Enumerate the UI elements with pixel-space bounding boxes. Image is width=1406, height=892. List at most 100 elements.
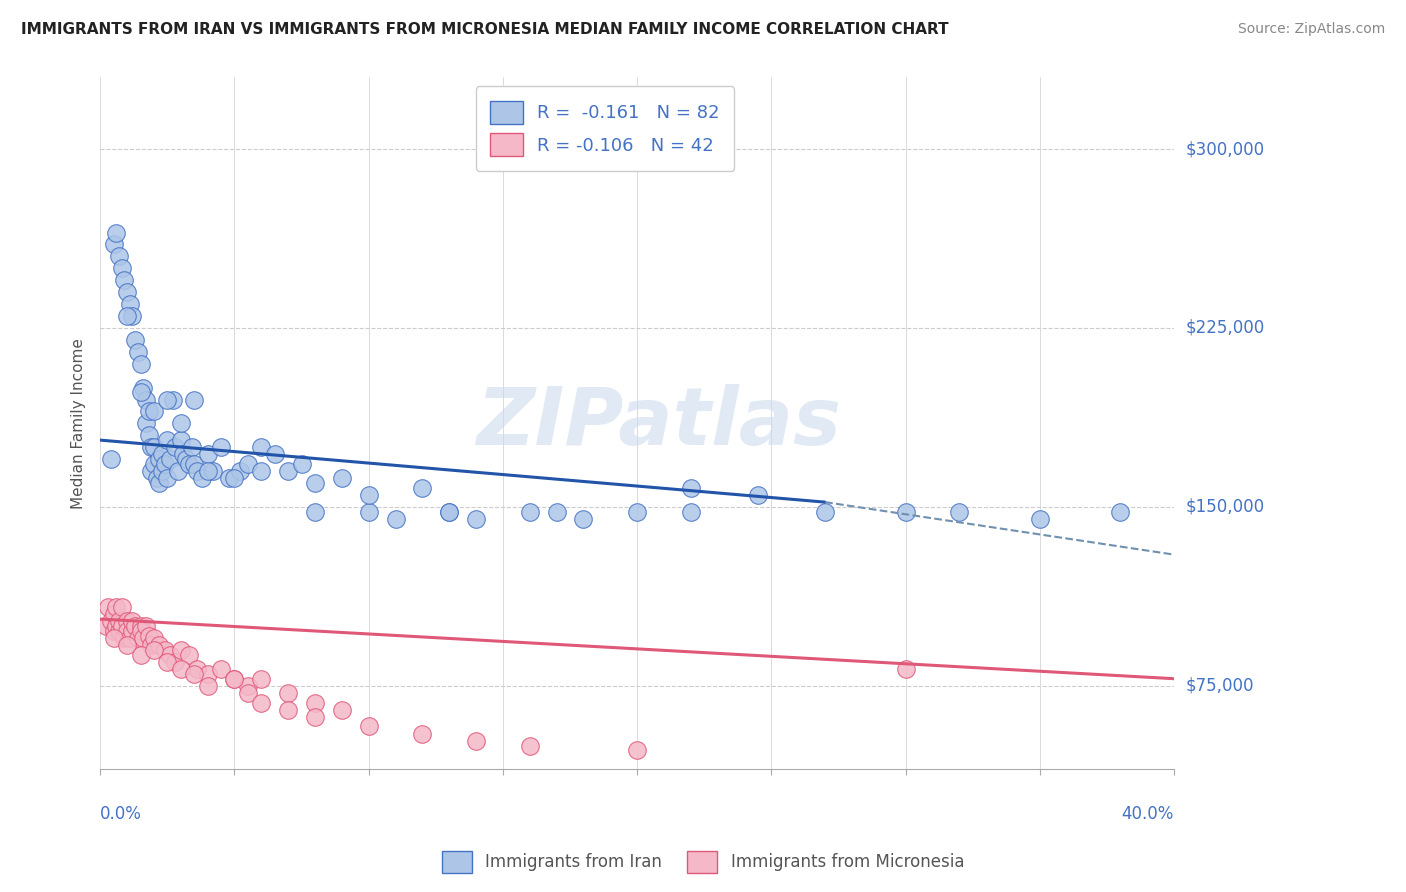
Point: [156, 433, 179, 447]
Point: [174, 452, 197, 467]
Point: [115, 624, 138, 638]
Point: [97, 600, 120, 615]
Point: [572, 512, 595, 526]
Point: [277, 464, 299, 478]
Point: [143, 404, 166, 418]
Point: [121, 309, 143, 323]
Text: $300,000: $300,000: [1185, 140, 1264, 158]
Text: ZIPatlas: ZIPatlas: [477, 384, 841, 462]
Legend: R =  -0.161   N = 82, R = -0.106   N = 42: R = -0.161 N = 82, R = -0.106 N = 42: [475, 87, 734, 170]
Point: [236, 457, 259, 471]
Text: $150,000: $150,000: [1185, 498, 1264, 516]
Point: [186, 464, 208, 478]
Point: [277, 703, 299, 717]
Point: [679, 505, 702, 519]
Point: [148, 638, 170, 652]
Point: [439, 505, 461, 519]
Point: [330, 471, 353, 485]
Point: [1109, 505, 1132, 519]
Point: [186, 662, 208, 676]
Point: [304, 710, 326, 724]
Point: [357, 488, 380, 502]
Point: [105, 226, 128, 240]
Point: [330, 703, 353, 717]
Point: [894, 505, 917, 519]
Point: [138, 629, 160, 643]
Point: [141, 440, 163, 454]
Point: [626, 743, 648, 757]
Point: [197, 447, 219, 461]
Point: [411, 481, 433, 495]
Point: [1029, 512, 1052, 526]
Point: [277, 686, 299, 700]
Point: [138, 404, 160, 418]
Point: [141, 464, 163, 478]
Point: [519, 505, 541, 519]
Point: [180, 440, 202, 454]
Point: [153, 643, 176, 657]
Point: [250, 464, 273, 478]
Point: [150, 464, 173, 478]
Point: [209, 662, 232, 676]
Point: [162, 392, 184, 407]
Point: [124, 333, 146, 347]
Point: [108, 249, 131, 263]
Point: [156, 392, 179, 407]
Point: [183, 392, 205, 407]
Legend: Immigrants from Iran, Immigrants from Micronesia: Immigrants from Iran, Immigrants from Mi…: [436, 845, 970, 880]
Point: [143, 631, 166, 645]
Point: [127, 631, 149, 645]
Point: [129, 357, 152, 371]
Point: [465, 512, 488, 526]
Point: [250, 440, 273, 454]
Point: [183, 667, 205, 681]
Point: [132, 631, 155, 645]
Point: [135, 619, 157, 633]
Point: [129, 624, 152, 638]
Point: [626, 505, 648, 519]
Text: 40.0%: 40.0%: [1122, 805, 1174, 823]
Point: [304, 696, 326, 710]
Point: [209, 440, 232, 454]
Point: [135, 392, 157, 407]
Point: [132, 381, 155, 395]
Point: [112, 273, 135, 287]
Point: [143, 457, 166, 471]
Point: [153, 457, 176, 471]
Point: [546, 505, 568, 519]
Point: [170, 433, 193, 447]
Point: [135, 417, 157, 431]
Point: [115, 638, 138, 652]
Point: [170, 417, 193, 431]
Point: [103, 237, 125, 252]
Point: [236, 686, 259, 700]
Point: [250, 672, 273, 686]
Point: [519, 739, 541, 753]
Point: [103, 624, 125, 638]
Point: [105, 600, 128, 615]
Point: [148, 452, 170, 467]
Point: [465, 733, 488, 747]
Point: [165, 440, 187, 454]
Point: [115, 285, 138, 300]
Point: [111, 600, 134, 615]
Point: [191, 471, 214, 485]
Point: [165, 655, 187, 669]
Point: [236, 679, 259, 693]
Point: [224, 672, 246, 686]
Point: [357, 505, 380, 519]
Point: [145, 471, 167, 485]
Point: [150, 447, 173, 461]
Point: [159, 452, 181, 467]
Point: [141, 638, 163, 652]
Point: [224, 672, 246, 686]
Point: [250, 696, 273, 710]
Point: [111, 619, 134, 633]
Point: [304, 476, 326, 491]
Text: $225,000: $225,000: [1185, 319, 1264, 337]
Point: [439, 505, 461, 519]
Point: [156, 655, 179, 669]
Point: [197, 667, 219, 681]
Point: [894, 662, 917, 676]
Point: [411, 726, 433, 740]
